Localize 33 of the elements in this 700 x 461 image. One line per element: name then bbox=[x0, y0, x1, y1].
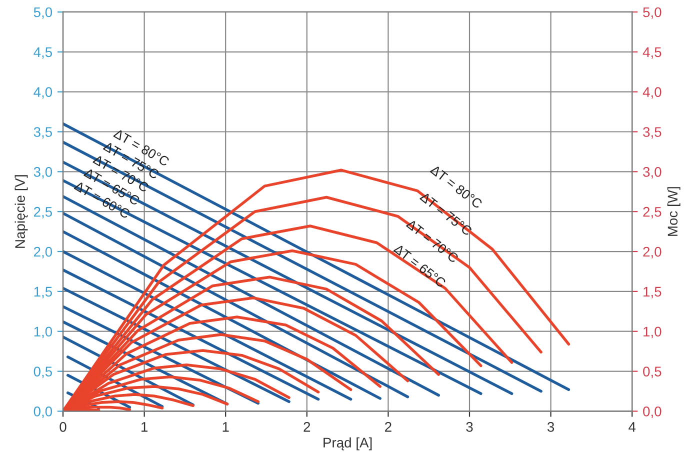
y-tick-label: 1,5 bbox=[34, 286, 52, 298]
y-tick-label: 3,5 bbox=[34, 127, 52, 139]
y-tick-label: 0,0 bbox=[34, 406, 52, 418]
y-tick-label: 1,0 bbox=[34, 326, 52, 338]
y2-tick-label: 0,0 bbox=[643, 406, 662, 418]
y2-tick-label: 0,5 bbox=[643, 366, 662, 378]
x-tick-label: 4 bbox=[628, 422, 636, 432]
x-tick-label: 2 bbox=[304, 422, 310, 432]
y2-tick-label: 3,5 bbox=[643, 127, 662, 139]
y-tick-label: 4,5 bbox=[34, 47, 52, 59]
y2-tick-label: 1,0 bbox=[644, 326, 662, 338]
y2-tick-label: 2,0 bbox=[643, 246, 662, 258]
y-tick-label: 2,0 bbox=[34, 246, 52, 258]
x-tick-label: 0 bbox=[60, 422, 66, 432]
y-axis-title: Napięcie [V] bbox=[14, 175, 28, 248]
y2-tick-label: 2,5 bbox=[643, 206, 662, 218]
x-axis-title: Prąd [A] bbox=[324, 437, 372, 450]
y-tick-label: 0,5 bbox=[34, 366, 52, 378]
y-tick-label: 4,0 bbox=[34, 87, 52, 99]
y2-tick-label: 1,5 bbox=[644, 286, 662, 298]
y2-tick-label: 4,5 bbox=[642, 47, 662, 59]
y-tick-label: 2,5 bbox=[34, 206, 52, 218]
x-tick-label: 1 bbox=[222, 422, 229, 432]
x-tick-label: 2 bbox=[385, 422, 392, 432]
y2-tick-label: 3,0 bbox=[643, 167, 662, 178]
y-tick-label: 3,0 bbox=[34, 167, 52, 178]
x-tick-label: 1 bbox=[141, 422, 148, 432]
y-tick-label: 5,0 bbox=[34, 7, 52, 19]
y2-axis-title: Moc [W] bbox=[667, 187, 680, 236]
x-tick-label: 3 bbox=[466, 422, 473, 432]
y2-tick-label: 4,0 bbox=[642, 87, 662, 99]
y2-tick-label: 5,0 bbox=[643, 7, 662, 19]
x-tick-label: 3 bbox=[547, 422, 554, 432]
